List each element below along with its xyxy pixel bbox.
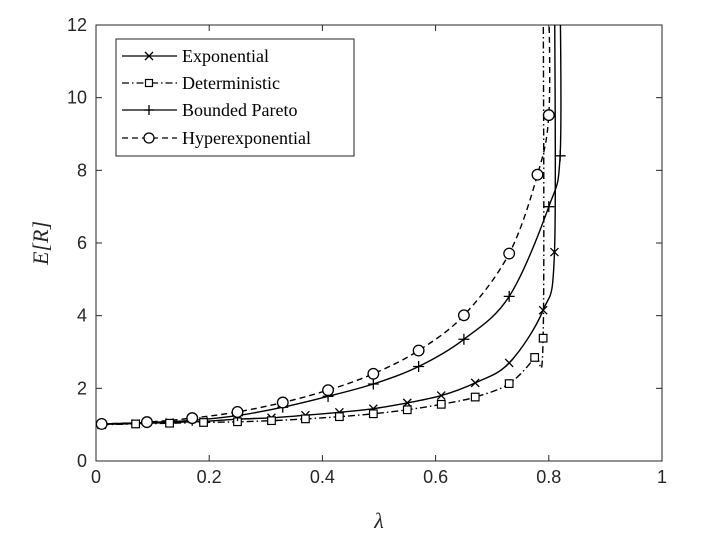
data-point-deterministic — [368, 409, 378, 419]
data-point-hyperexponential — [412, 344, 425, 357]
x-axis-label: λ — [373, 508, 384, 533]
data-point-bounded-pareto — [458, 333, 470, 345]
data-point-hyperexponential — [531, 168, 544, 181]
y-tick-label: 6 — [77, 233, 87, 253]
data-point-hyperexponential — [96, 417, 108, 430]
y-axis-label: E[R] — [28, 221, 53, 266]
data-point-deterministic — [301, 414, 310, 424]
data-point-hyperexponential — [542, 109, 555, 122]
legend: Exponential Deterministic Bounded Pareto… — [115, 38, 355, 157]
data-point-exponential — [504, 358, 514, 368]
legend-marker-circle-icon — [143, 132, 155, 144]
x-tick-label: 0.4 — [310, 467, 335, 487]
data-point-deterministic — [530, 353, 540, 362]
y-tick-label: 10 — [67, 88, 87, 108]
data-point-exponential — [538, 305, 548, 315]
data-point-bounded-pareto — [554, 150, 566, 162]
data-point-deterministic — [165, 418, 174, 428]
legend-marker-x-icon — [144, 51, 154, 61]
legend-label-exponential: Exponential — [182, 46, 269, 66]
data-point-hyperexponential — [503, 247, 516, 260]
legend-box — [115, 38, 355, 157]
data-point-hyperexponential — [457, 309, 470, 322]
legend-entry-bounded-pareto: Bounded Pareto — [122, 100, 297, 120]
data-point-hyperexponential — [367, 367, 380, 380]
data-point-deterministic — [334, 412, 344, 422]
data-point-hyperexponential — [276, 396, 289, 409]
data-point-deterministic — [436, 399, 446, 409]
y-tick-label: 0 — [77, 451, 87, 471]
legend-marker-plus-icon — [144, 105, 154, 115]
x-tick-label: 1 — [657, 467, 667, 487]
data-point-deterministic — [199, 418, 208, 427]
data-point-bounded-pareto — [543, 201, 555, 213]
data-point-exponential — [470, 378, 480, 388]
data-point-deterministic — [402, 405, 412, 415]
x-tick-label: 0.2 — [197, 467, 222, 487]
data-point-hyperexponential — [140, 416, 153, 429]
data-point-exponential — [436, 391, 446, 401]
data-point-bounded-pareto — [503, 290, 515, 302]
y-tick-label: 8 — [77, 160, 87, 180]
data-point-hyperexponential — [322, 384, 335, 397]
x-tick-label: 0.6 — [423, 467, 448, 487]
data-point-deterministic — [504, 379, 514, 389]
legend-label-deterministic: Deterministic — [182, 73, 280, 93]
series-markers — [96, 109, 566, 430]
data-point-bounded-pareto — [367, 378, 379, 390]
data-point-deterministic — [131, 419, 141, 429]
y-tick-label: 4 — [77, 306, 87, 326]
legend-label-hyperexponential: Hyperexponential — [182, 128, 311, 148]
data-point-deterministic — [538, 333, 548, 343]
data-point-exponential — [550, 247, 559, 257]
data-point-hyperexponential — [231, 406, 244, 418]
y-tick-label: 12 — [67, 15, 87, 35]
x-tick-label: 0 — [91, 467, 101, 487]
legend-entry-deterministic: Deterministic — [122, 73, 280, 93]
data-point-bounded-pareto — [413, 361, 425, 373]
x-tick-label: 0.8 — [536, 467, 561, 487]
data-point-deterministic — [267, 416, 276, 426]
legend-marker-square-icon — [144, 78, 154, 88]
legend-entry-hyperexponential: Hyperexponential — [122, 128, 311, 148]
y-tick-label: 2 — [77, 378, 87, 398]
data-point-hyperexponential — [186, 412, 199, 425]
legend-entry-exponential: Exponential — [122, 46, 269, 66]
legend-label-bounded-pareto: Bounded Pareto — [182, 100, 297, 120]
data-point-deterministic — [470, 392, 480, 402]
